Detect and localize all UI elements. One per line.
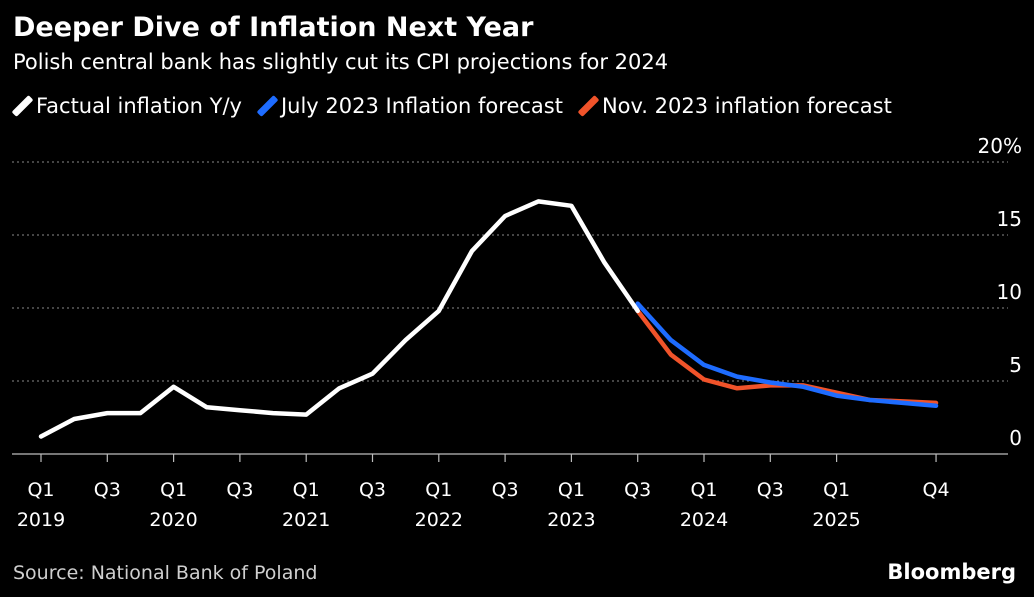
series-line-nov-forecast: [635, 308, 939, 406]
chart-title: Deeper Dive of Inflation Next Year: [13, 12, 534, 43]
legend-item-july-forecast: July 2023 Inflation forecast: [256, 94, 563, 118]
x-tick-label-quarter: Q1: [293, 479, 320, 501]
legend-label-july-forecast: July 2023 Inflation forecast: [280, 94, 563, 118]
legend-label-nov-forecast: Nov. 2023 inflation forecast: [601, 94, 892, 118]
chart-subtitle: Polish central bank has slightly cut its…: [13, 50, 669, 74]
x-tick-label-quarter: Q1: [27, 479, 54, 501]
x-tick-label-quarter: Q1: [425, 479, 452, 501]
x-tick-label-quarter: Q3: [757, 479, 784, 501]
x-tick-label-quarter: Q3: [226, 479, 253, 501]
x-tick-label-year: 2021: [282, 509, 330, 531]
x-tick-label-quarter: Q3: [492, 479, 519, 501]
y-tick-label-20: 20%: [978, 134, 1022, 158]
legend-item-nov-forecast: Nov. 2023 inflation forecast: [577, 94, 892, 118]
x-tick-label-year: 2019: [17, 509, 65, 531]
y-tick-label-15: 15: [997, 207, 1022, 231]
x-tick-label-quarter: Q1: [160, 479, 187, 501]
x-tick-label-quarter: Q1: [690, 479, 717, 501]
x-tick-label-quarter: Q1: [823, 479, 850, 501]
source-note: Source: National Bank of Poland: [13, 562, 318, 584]
x-tick-label-quarter: Q3: [359, 479, 386, 501]
y-tick-label-10: 10: [997, 280, 1022, 304]
x-tick-label-year: 2024: [680, 509, 728, 531]
legend-item-factual: Factual inflation Y/y: [11, 94, 242, 118]
legend: Factual inflation Y/y July 2023 Inflatio…: [11, 94, 908, 118]
x-tick-label-quarter: Q4: [923, 479, 950, 501]
x-tick-label-year: 2023: [547, 509, 595, 531]
x-tick-label-quarter: Q1: [558, 479, 585, 501]
y-tick-label-5: 5: [1009, 353, 1022, 377]
series-line-factual: [38, 199, 640, 439]
legend-label-factual: Factual inflation Y/y: [36, 94, 242, 118]
x-tick-label-year: 2025: [812, 509, 860, 531]
series-line-july-forecast: [635, 301, 939, 409]
x-tick-label-year: 2022: [415, 509, 463, 531]
y-tick-label-0: 0: [1009, 426, 1022, 450]
bloomberg-logo: Bloomberg: [887, 560, 1016, 584]
x-tick-label-year: 2020: [149, 509, 197, 531]
x-tick-label-quarter: Q3: [94, 479, 121, 501]
x-tick-label-quarter: Q3: [624, 479, 651, 501]
